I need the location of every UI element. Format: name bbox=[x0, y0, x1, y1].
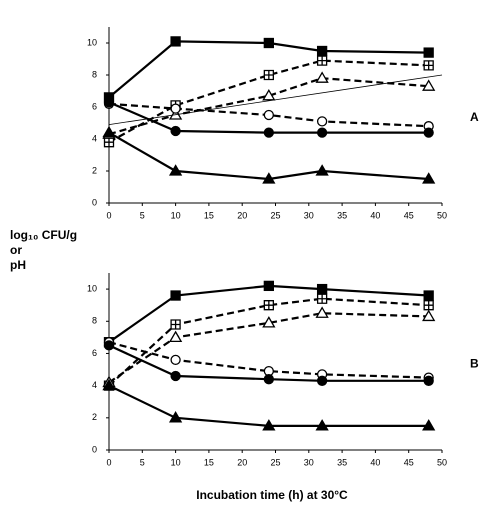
marker bbox=[422, 172, 436, 184]
marker bbox=[168, 330, 183, 343]
x-tick-label: 45 bbox=[404, 210, 414, 220]
marker bbox=[423, 290, 434, 301]
marker bbox=[315, 419, 329, 431]
x-tick-label: 25 bbox=[270, 210, 280, 220]
marker bbox=[316, 127, 328, 138]
y-axis-label: log₁₀ CFU/g bbox=[10, 228, 77, 242]
marker bbox=[422, 309, 436, 322]
x-tick-label: 10 bbox=[171, 457, 181, 467]
x-tick-label: 5 bbox=[140, 457, 145, 467]
series-line bbox=[108, 341, 429, 379]
marker bbox=[316, 293, 328, 304]
x-tick-label: 20 bbox=[237, 210, 247, 220]
x-tick-label: 15 bbox=[204, 210, 214, 220]
series-line bbox=[108, 131, 429, 181]
marker bbox=[315, 306, 329, 318]
marker bbox=[170, 36, 181, 47]
marker bbox=[262, 316, 276, 328]
marker bbox=[263, 280, 274, 292]
y-tick-label: 0 bbox=[92, 197, 97, 207]
marker bbox=[103, 340, 115, 351]
marker bbox=[103, 97, 115, 108]
y-tick-label: 2 bbox=[92, 412, 97, 422]
marker bbox=[263, 109, 274, 121]
marker bbox=[316, 283, 328, 295]
x-tick-label: 0 bbox=[106, 457, 111, 467]
marker bbox=[170, 103, 181, 114]
marker bbox=[170, 370, 181, 382]
x-tick-label: 30 bbox=[304, 210, 314, 220]
y-tick-label: 6 bbox=[92, 348, 97, 358]
marker bbox=[103, 137, 115, 148]
marker bbox=[316, 116, 328, 127]
y-tick-label: 10 bbox=[87, 37, 97, 47]
marker bbox=[263, 300, 274, 311]
marker bbox=[315, 164, 329, 176]
marker bbox=[102, 378, 116, 391]
y-tick-label: 8 bbox=[92, 69, 97, 79]
series-line bbox=[108, 40, 429, 99]
marker bbox=[263, 374, 274, 385]
series-line bbox=[108, 74, 443, 125]
y-axis-label: pH bbox=[10, 258, 26, 272]
x-tick-label: 30 bbox=[304, 457, 314, 467]
marker bbox=[102, 125, 116, 138]
x-tick-label: 50 bbox=[437, 457, 447, 467]
marker bbox=[262, 172, 276, 184]
marker bbox=[315, 71, 329, 83]
marker bbox=[262, 89, 276, 101]
marker bbox=[423, 375, 434, 386]
marker bbox=[422, 79, 436, 91]
x-tick-label: 40 bbox=[370, 457, 380, 467]
x-axis-label: Incubation time (h) at 30°C bbox=[196, 488, 348, 502]
y-tick-label: 6 bbox=[92, 101, 97, 111]
x-tick-label: 5 bbox=[140, 210, 145, 220]
marker bbox=[423, 60, 434, 71]
marker bbox=[170, 319, 181, 330]
marker bbox=[423, 127, 434, 138]
marker bbox=[423, 47, 434, 58]
x-tick-label: 40 bbox=[370, 210, 380, 220]
y-axis-label: or bbox=[10, 243, 22, 257]
y-tick-label: 10 bbox=[87, 283, 97, 293]
x-tick-label: 45 bbox=[404, 457, 414, 467]
marker bbox=[262, 419, 276, 431]
y-tick-label: 8 bbox=[92, 316, 97, 326]
series-line bbox=[108, 297, 429, 387]
x-tick-label: 25 bbox=[270, 457, 280, 467]
panel-label: A bbox=[470, 110, 479, 124]
marker bbox=[263, 37, 274, 49]
y-tick-label: 4 bbox=[92, 380, 97, 390]
marker bbox=[168, 411, 183, 423]
y-tick-label: 2 bbox=[92, 165, 97, 175]
marker bbox=[316, 45, 328, 57]
x-tick-label: 10 bbox=[171, 210, 181, 220]
x-tick-label: 15 bbox=[204, 457, 214, 467]
marker bbox=[170, 125, 181, 137]
marker bbox=[170, 290, 181, 301]
x-tick-label: 50 bbox=[437, 210, 447, 220]
y-tick-label: 4 bbox=[92, 133, 97, 143]
x-tick-label: 0 bbox=[106, 210, 111, 220]
series-line bbox=[108, 312, 429, 384]
marker bbox=[316, 55, 328, 66]
x-tick-label: 35 bbox=[337, 457, 347, 467]
y-tick-label: 0 bbox=[92, 444, 97, 454]
panel-label: B bbox=[470, 357, 479, 371]
marker bbox=[316, 375, 328, 386]
x-tick-label: 20 bbox=[237, 457, 247, 467]
marker bbox=[168, 164, 183, 176]
marker bbox=[170, 354, 181, 366]
marker bbox=[422, 419, 436, 431]
marker bbox=[263, 69, 274, 81]
x-tick-label: 35 bbox=[337, 210, 347, 220]
marker bbox=[263, 127, 274, 138]
marker bbox=[423, 300, 434, 311]
